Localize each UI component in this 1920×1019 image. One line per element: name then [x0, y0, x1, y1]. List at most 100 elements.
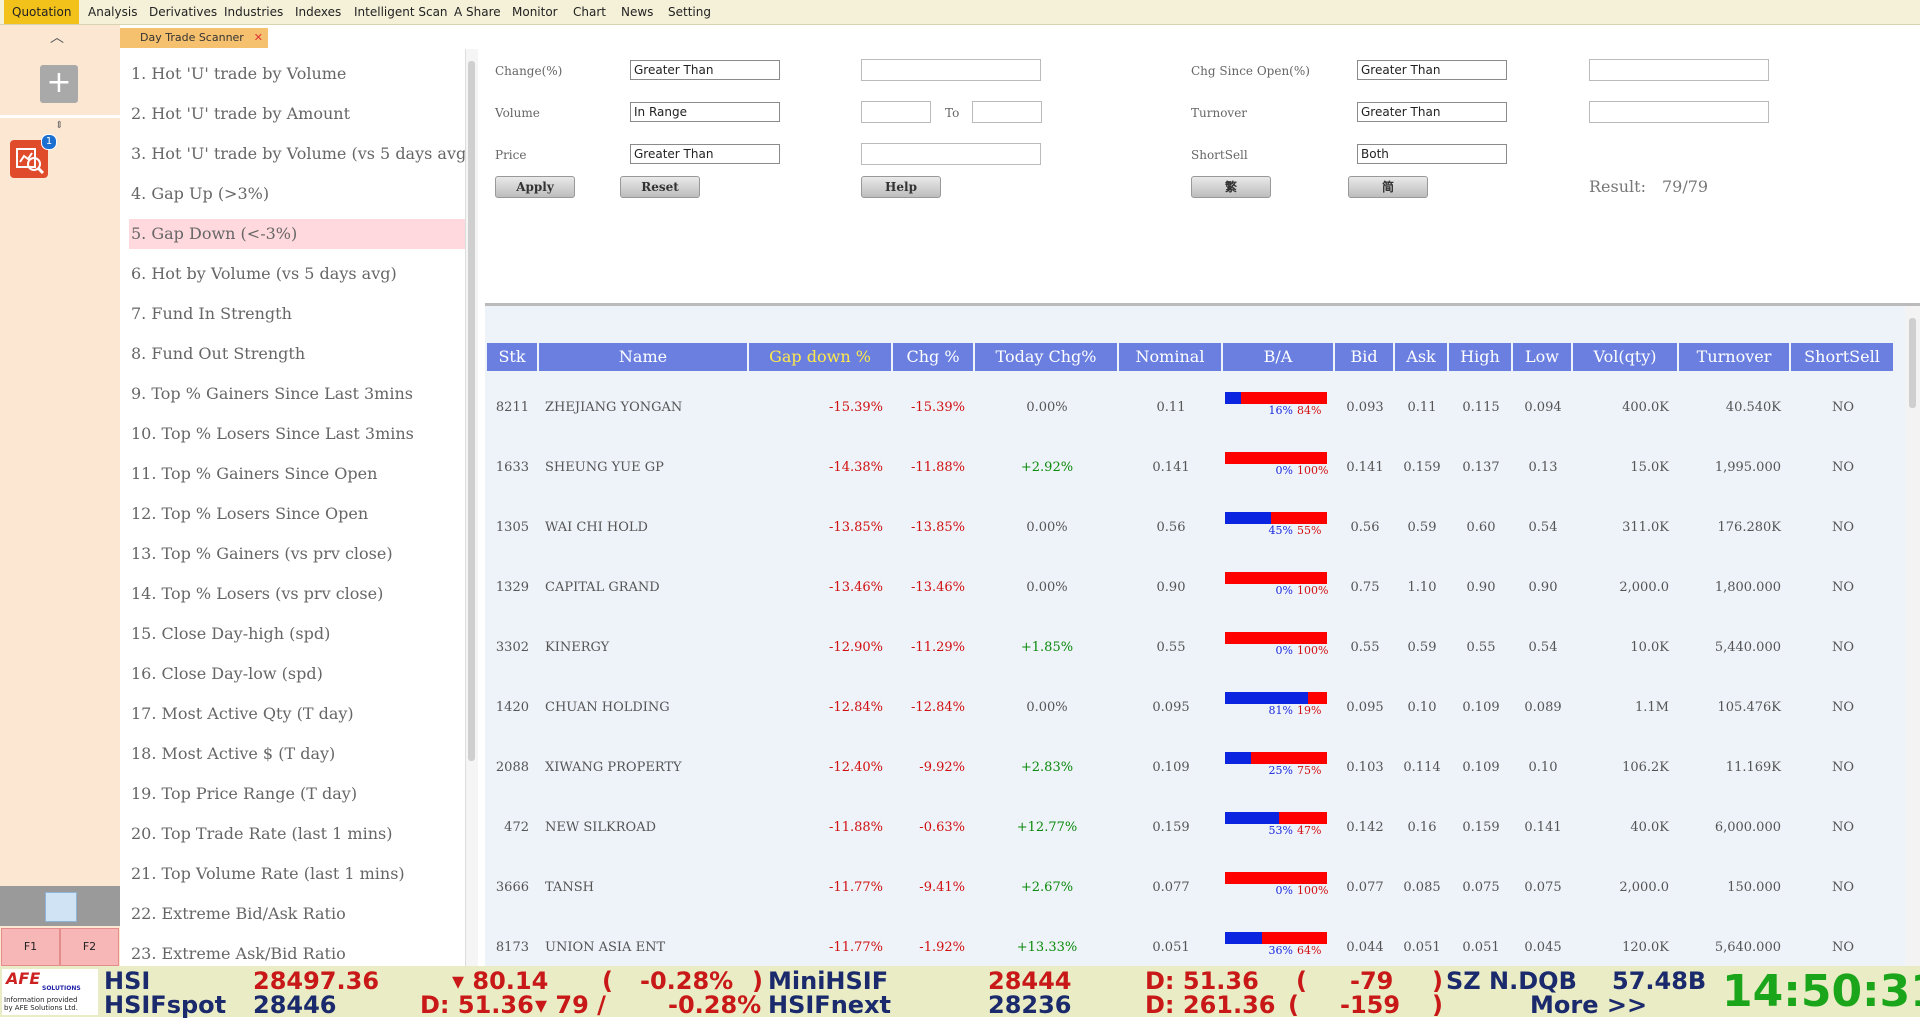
scan-item[interactable]: 9. Top % Gainers Since Last 3mins [131, 384, 413, 403]
header-ba[interactable]: B/A [1223, 343, 1335, 371]
menu-a-share[interactable]: A Share [454, 5, 501, 19]
close-icon[interactable]: ✕ [253, 31, 263, 44]
chg-since-open-operator-select[interactable]: Greater Than [1357, 60, 1507, 80]
menu-chart[interactable]: Chart [573, 5, 606, 19]
table-row[interactable]: 1305 WAI CHI HOLD -13.85% -13.85% 0.00% 0.56 4… [487, 498, 1905, 558]
menu-intelligent-scan[interactable]: Intelligent Scan [354, 5, 448, 19]
ticker-minihsif-label[interactable]: MiniHSIF [768, 967, 889, 995]
table-row[interactable]: 8173 UNION ASIA ENT -11.77% -1.92% +13.33% 0.… [487, 918, 1905, 966]
cell-stk: 472 [504, 820, 529, 835]
f2-button[interactable]: F2 [60, 928, 119, 966]
ticker-hsifnext-label[interactable]: HSIFnext [768, 991, 892, 1019]
scan-item[interactable]: 10. Top % Losers Since Last 3mins [131, 424, 414, 443]
table-row[interactable]: 3666 TANSH -11.77% -9.41% +2.67% 0.077 0% 100% 0… [487, 858, 1905, 918]
menu-industries[interactable]: Industries [224, 5, 284, 19]
scan-item[interactable]: 15. Close Day-high (spd) [131, 624, 331, 643]
scan-item[interactable]: 6. Hot by Volume (vs 5 days avg) [131, 264, 397, 283]
scan-item[interactable]: 3. Hot 'U' trade by Volume (vs 5 days av… [131, 144, 465, 163]
turnover-value-input[interactable] [1589, 101, 1769, 123]
chg-since-open-value-input[interactable] [1589, 59, 1769, 81]
ticker-hsifspot-label[interactable]: HSIFspot [104, 991, 227, 1019]
scan-item[interactable]: 12. Top % Losers Since Open [131, 504, 369, 523]
header-nominal[interactable]: Nominal [1119, 343, 1223, 371]
header-turnover[interactable]: Turnover [1679, 343, 1791, 371]
menu-quotation[interactable]: Quotation [4, 0, 80, 24]
menu-derivatives[interactable]: Derivatives [149, 5, 218, 19]
scan-item[interactable]: 21. Top Volume Rate (last 1 mins) [131, 864, 405, 883]
scan-item[interactable]: 7. Fund In Strength [131, 304, 292, 323]
table-row[interactable]: 3302 KINERGY -12.90% -11.29% +1.85% 0.55 0% 100… [487, 618, 1905, 678]
document-toolbar[interactable] [0, 886, 120, 926]
scan-item[interactable]: 13. Top % Gainers (vs prv close) [131, 544, 393, 563]
volume-from-input[interactable] [861, 101, 931, 123]
scan-item[interactable]: 17. Most Active Qty (T day) [131, 704, 354, 723]
header-stk[interactable]: Stk [487, 343, 539, 371]
volume-operator-select[interactable]: In Range [630, 102, 780, 122]
header-low[interactable]: Low [1513, 343, 1573, 371]
header-ask[interactable]: Ask [1395, 343, 1449, 371]
scan-item-selected[interactable]: 5. Gap Down (<-3%) [129, 219, 465, 249]
table-row[interactable]: 1633 SHEUNG YUE GP -14.38% -11.88% +2.92% 0.1… [487, 438, 1905, 498]
table-row[interactable]: 1420 CHUAN HOLDING -12.84% -12.84% 0.00% 0.09… [487, 678, 1905, 738]
header-bid[interactable]: Bid [1335, 343, 1395, 371]
menu-news[interactable]: News [621, 5, 654, 19]
ticker-sz-label[interactable]: SZ N.DQB [1446, 967, 1577, 995]
scan-item[interactable]: 23. Extreme Ask/Bid Ratio [131, 944, 346, 963]
change-operator-select[interactable]: Greater Than [630, 60, 780, 80]
menu-analysis[interactable]: Analysis [88, 5, 138, 19]
price-operator-select[interactable]: Greater Than [630, 144, 780, 164]
table-row[interactable]: 1329 CAPITAL GRAND -13.46% -13.46% 0.00% 0.90… [487, 558, 1905, 618]
scan-item[interactable]: 20. Top Trade Rate (last 1 mins) [131, 824, 393, 843]
scan-item[interactable]: 11. Top % Gainers Since Open [131, 464, 378, 483]
traditional-chinese-button[interactable]: 繁 [1191, 176, 1271, 198]
f1-button[interactable]: F1 [1, 928, 60, 966]
tab-day-trade-scanner[interactable]: Day Trade Scanner ✕ [120, 28, 268, 48]
turnover-operator-select[interactable]: Greater Than [1357, 102, 1507, 122]
header-vol[interactable]: Vol(qty) [1573, 343, 1679, 371]
scan-item[interactable]: 22. Extreme Bid/Ask Ratio [131, 904, 346, 923]
header-name[interactable]: Name [539, 343, 749, 371]
scan-item[interactable]: 8. Fund Out Strength [131, 344, 306, 363]
scan-icon[interactable]: 1 [10, 134, 57, 178]
table-row[interactable]: 472 NEW SILKROAD -11.88% -0.63% +12.77% 0.159… [487, 798, 1905, 858]
results-scrollbar[interactable] [1905, 306, 1920, 966]
scan-item[interactable]: 2. Hot 'U' trade by Amount [131, 104, 350, 123]
header-high[interactable]: High [1449, 343, 1513, 371]
scan-item[interactable]: 1. Hot 'U' trade by Volume [131, 64, 347, 83]
tab-label: Day Trade Scanner [140, 31, 244, 44]
scan-item[interactable]: 4. Gap Up (>3%) [131, 184, 270, 203]
more-link[interactable]: More >> [1530, 991, 1648, 1019]
collapse-up-icon[interactable]: ︿ [50, 30, 64, 46]
change-value-input[interactable] [861, 59, 1041, 81]
header-today-chg[interactable]: Today Chg% [975, 343, 1119, 371]
header-gap-down[interactable]: Gap down % [749, 343, 893, 371]
table-row[interactable]: 8211 ZHEJIANG YONGAN -15.39% -15.39% 0.00% 0.… [487, 378, 1905, 438]
menu-setting[interactable]: Setting [668, 5, 711, 19]
cell-name: CHUAN HOLDING [545, 700, 670, 715]
scrollbar-thumb[interactable] [1909, 318, 1916, 408]
simplified-chinese-button[interactable]: 简 [1348, 176, 1428, 198]
shortsell-select[interactable]: Both [1357, 144, 1507, 164]
price-value-input[interactable] [861, 143, 1041, 165]
scan-item[interactable]: 19. Top Price Range (T day) [131, 784, 358, 803]
scrollbar-thumb[interactable] [468, 61, 475, 761]
resize-grip-icon[interactable]: ⇕ [55, 120, 64, 131]
reset-button[interactable]: Reset [620, 176, 700, 198]
scan-item[interactable]: 18. Most Active $ (T day) [131, 744, 336, 763]
scan-list-scrollbar[interactable] [465, 49, 478, 966]
volume-to-input[interactable] [972, 101, 1042, 123]
header-chg[interactable]: Chg % [893, 343, 975, 371]
apply-button[interactable]: Apply [495, 176, 575, 198]
menu-monitor[interactable]: Monitor [512, 5, 558, 19]
add-button[interactable]: + [40, 65, 78, 103]
bid-ask-bar [1225, 752, 1327, 764]
cell-nominal: 0.90 [1156, 580, 1186, 595]
help-button[interactable]: Help [861, 176, 941, 198]
header-shortsell[interactable]: ShortSell [1791, 343, 1895, 371]
scan-item[interactable]: 14. Top % Losers (vs prv close) [131, 584, 384, 603]
menu-indexes[interactable]: Indexes [295, 5, 342, 19]
cell-bid: 0.044 [1346, 940, 1384, 955]
scan-item[interactable]: 16. Close Day-low (spd) [131, 664, 323, 683]
table-row[interactable]: 2088 XIWANG PROPERTY -12.40% -9.92% +2.83% 0.… [487, 738, 1905, 798]
ticker-hsi-label[interactable]: HSI [104, 967, 151, 995]
